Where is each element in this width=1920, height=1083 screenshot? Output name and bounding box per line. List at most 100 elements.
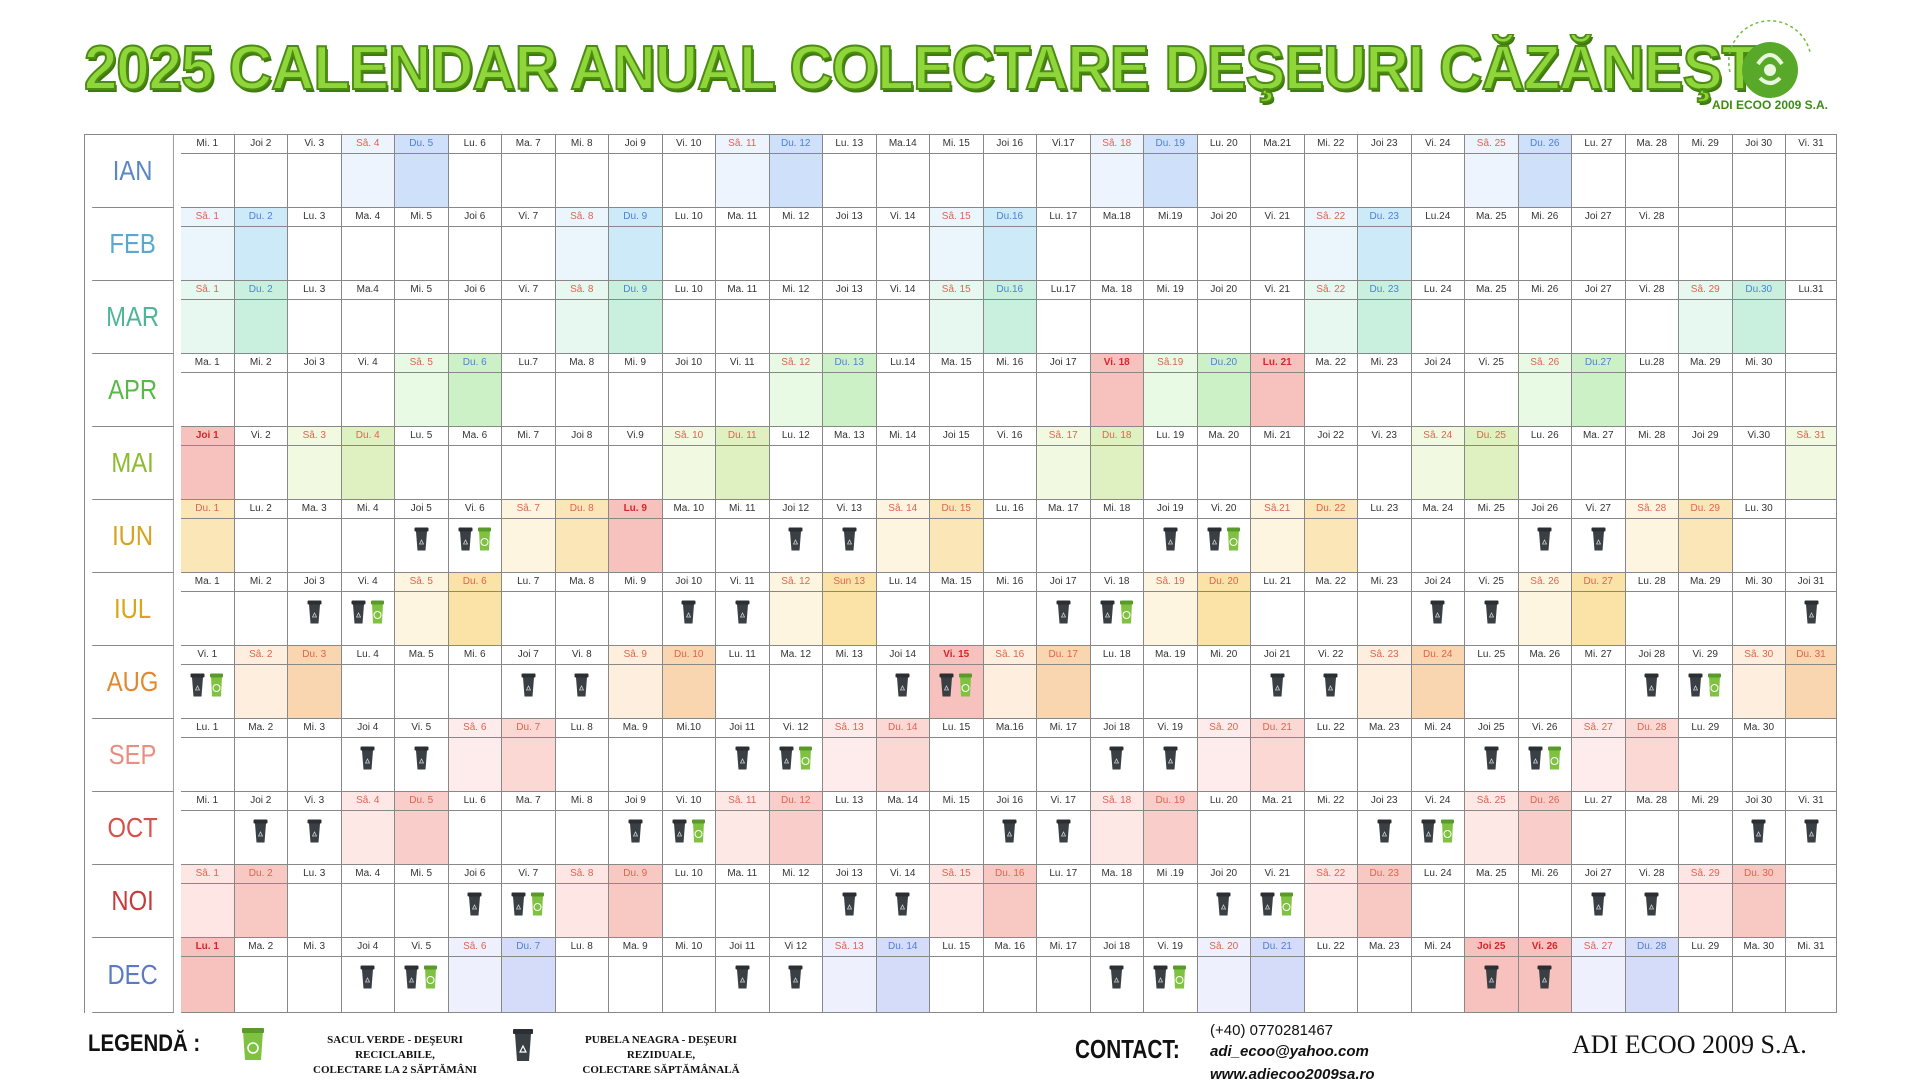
day-cell: Joi 10 — [662, 354, 716, 427]
day-label: Mi. 30 — [1732, 354, 1785, 373]
day-label: Du. 27 — [1572, 573, 1625, 592]
day-label: Joi 24 — [1411, 573, 1464, 592]
day-cell: Vi. 21 — [1251, 208, 1305, 281]
day-cell: Lu. 13 — [823, 135, 877, 208]
day-cell: Lu. 11 — [716, 646, 770, 719]
day-label: Ma. 29 — [1679, 354, 1732, 373]
day-cell: Mi. 5 — [395, 281, 449, 354]
green-bag-icon — [1119, 600, 1134, 624]
day-label: Mi. 25 — [1465, 500, 1518, 519]
day-label: Lu. 10 — [662, 208, 715, 227]
day-label: Mi. 14 — [876, 427, 929, 446]
day-label: Vi. 16 — [983, 427, 1036, 446]
day-label: Mi. 2 — [234, 573, 287, 592]
day-cell: Joi 28 — [1625, 646, 1679, 719]
day-cell: Joi 14 — [876, 646, 930, 719]
day-cell: Lu. 29 — [1679, 719, 1733, 792]
day-label: Joi 19 — [1144, 500, 1197, 519]
day-label: Ma.16 — [983, 719, 1036, 738]
legend-green-bag-text: SACUL VERDE - DEŞEURI RECICLABILE, COLEC… — [290, 1033, 500, 1078]
day-label: Ma. 25 — [1465, 281, 1518, 300]
day-label: Lu. 13 — [823, 135, 876, 154]
day-label: Mi. 12 — [769, 865, 822, 884]
collection-icons — [770, 527, 823, 551]
day-cell: Sâ. 15 — [930, 865, 984, 938]
day-cell: Vi. 19 — [1144, 719, 1198, 792]
day-label: Vi. 1 — [181, 646, 234, 665]
day-cell: Mi. 29 — [1679, 135, 1733, 208]
day-cell: Mi. 29 — [1679, 792, 1733, 865]
day-cell: Mi. 23 — [1358, 354, 1412, 427]
day-cell: Ma. 22 — [1304, 573, 1358, 646]
day-cell: Sâ. 6 — [448, 938, 502, 1013]
black-bin-icon — [307, 600, 322, 624]
month-label: SEP — [92, 719, 174, 792]
black-bin-icon — [779, 746, 794, 770]
day-cell: Joi 3 — [288, 573, 342, 646]
collection-icons — [984, 819, 1037, 843]
day-label: Ma. 30 — [1732, 938, 1785, 957]
day-cell: Sâ. 8 — [555, 281, 609, 354]
day-cell — [1679, 208, 1733, 281]
day-cell: Sâ.21 — [1251, 500, 1305, 573]
day-cell: Du. 30 — [1732, 865, 1786, 938]
day-cell: Mi. 24 — [1411, 938, 1465, 1013]
day-label: Sâ. 5 — [395, 573, 448, 592]
day-label: Sâ. 22 — [1304, 281, 1357, 300]
day-cell: Vi. 25 — [1465, 573, 1519, 646]
day-cell: Vi. 29 — [1679, 646, 1733, 719]
day-cell: Vi. 7 — [502, 208, 556, 281]
day-cell: Sâ. 27 — [1572, 938, 1626, 1013]
day-label: Joi 8 — [555, 427, 608, 446]
day-cell: Mi. 3 — [288, 719, 342, 792]
day-cell: Du. 28 — [1625, 938, 1679, 1013]
black-bin-icon — [788, 965, 803, 989]
day-label: Vi. 27 — [1572, 500, 1625, 519]
day-cell: Vi. 14 — [876, 865, 930, 938]
day-cell: Sâ. 31 — [1786, 427, 1837, 500]
day-cell: Vi. 21 — [1251, 865, 1305, 938]
day-cell: Sâ. 17 — [1037, 427, 1091, 500]
collection-icons — [1679, 673, 1732, 697]
black-bin-icon — [414, 527, 429, 551]
day-cell: Vi. 28 — [1625, 281, 1679, 354]
day-cell: Mi. 15 — [930, 135, 984, 208]
day-label: Lu. 17 — [1037, 865, 1090, 884]
day-label: Joi 18 — [1090, 719, 1143, 738]
day-cell: Mi. 14 — [876, 427, 930, 500]
day-label: Sâ. 12 — [769, 573, 822, 592]
day-label: Joi 20 — [1197, 208, 1250, 227]
day-label: Vi. 24 — [1411, 135, 1464, 154]
day-label: Joi 1 — [181, 427, 234, 446]
collection-icons — [1037, 600, 1090, 624]
day-cell: Joi 3 — [288, 354, 342, 427]
contact-website[interactable]: www.adiecoo2009sa.ro — [1210, 1066, 1375, 1083]
day-label: Du. 19 — [1144, 792, 1197, 811]
day-cell: Joi 13 — [823, 281, 877, 354]
day-label: Sâ. 15 — [930, 208, 983, 227]
day-cell: Lu.17 — [1037, 281, 1091, 354]
day-cell: Ma. 23 — [1358, 719, 1412, 792]
day-label: Lu. 23 — [1358, 500, 1411, 519]
day-cell: Ma. 1 — [181, 573, 235, 646]
day-label: Ma. 18 — [1090, 281, 1143, 300]
day-label: Lu. 6 — [448, 792, 501, 811]
collection-icons — [342, 965, 395, 989]
day-cell: Lu. 21 — [1251, 354, 1305, 427]
day-label: Ma. 22 — [1304, 354, 1357, 373]
day-label: Ma. 3 — [288, 500, 341, 519]
month-label: IUN — [92, 500, 174, 573]
month-row-mar: MAR Sâ. 1 Du. 2 Lu. 3 Ma.4 Mi. 5 Joi 6 Vi. 7 Sâ.… — [85, 281, 1837, 354]
day-label: Sâ. 12 — [769, 354, 822, 373]
collection-icons — [1626, 892, 1679, 916]
legend-green-line1: SACUL VERDE - DEŞEURI RECICLABILE, — [327, 1034, 463, 1061]
collection-icons — [823, 527, 876, 551]
day-label: Ma. 11 — [716, 281, 769, 300]
black-bin-icon — [1430, 600, 1445, 624]
green-bag-icon — [242, 1028, 264, 1060]
contact-email[interactable]: adi_ecoo@yahoo.com — [1210, 1043, 1369, 1060]
day-cell: Lu. 30 — [1732, 500, 1786, 573]
day-label: Joi 11 — [716, 719, 769, 738]
day-cell: Vi. 20 — [1197, 500, 1251, 573]
collection-icons — [716, 600, 769, 624]
